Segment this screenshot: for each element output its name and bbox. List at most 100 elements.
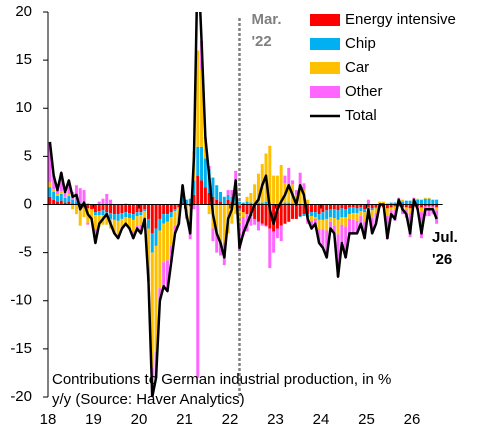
bar-segment <box>310 216 314 221</box>
bar-segment <box>112 204 116 215</box>
bar-segment <box>408 208 412 214</box>
bar-segment <box>184 199 188 205</box>
bar-segment <box>128 213 132 218</box>
bar-segment <box>67 193 71 196</box>
bar-segment <box>207 192 211 205</box>
bar-segment <box>162 214 166 224</box>
bar-segment <box>256 202 260 205</box>
x-tick-label: 22 <box>222 411 239 428</box>
bar-segment <box>112 214 116 220</box>
bar-segment <box>427 206 431 217</box>
legend-swatch <box>310 38 340 50</box>
bar-segment <box>120 218 124 229</box>
bar-segment <box>146 204 150 219</box>
bar-segment <box>302 204 306 215</box>
bar-segment <box>310 204 314 213</box>
bar-segment <box>249 192 253 203</box>
bar-segment <box>67 180 71 194</box>
bar-segment <box>55 195 59 202</box>
bar-segment <box>389 202 393 205</box>
bar-segment <box>366 204 370 208</box>
bar-segment <box>404 204 408 208</box>
bar-segment <box>332 225 336 234</box>
bar-segment <box>351 213 355 220</box>
bar-segment <box>105 217 109 225</box>
bar-segment <box>200 146 204 181</box>
bar-segment <box>416 198 420 200</box>
bar-segment <box>336 219 340 235</box>
bar-segment <box>120 204 124 214</box>
legend-label: Chip <box>345 35 376 52</box>
bar-segment <box>275 228 279 239</box>
bar-segment <box>355 204 359 209</box>
bar-segment <box>253 204 257 219</box>
bar-segment <box>423 204 427 207</box>
bar-segment <box>135 216 139 226</box>
bar-segment <box>321 204 325 213</box>
bar-segment <box>135 212 139 217</box>
bar-segment <box>253 184 257 204</box>
bar-segment <box>219 204 223 243</box>
bar-segment <box>188 204 192 207</box>
bar-segment <box>412 197 416 199</box>
bar-segment <box>366 199 370 205</box>
bar-segment <box>264 201 268 205</box>
bar-segment <box>389 204 393 208</box>
legend-label: Other <box>345 83 383 100</box>
bar-segment <box>181 202 185 205</box>
bar-segment <box>291 180 295 185</box>
bar-segment <box>139 215 143 225</box>
bar-segment <box>336 234 340 277</box>
bar-segment <box>78 206 82 226</box>
bar-segment <box>90 209 94 219</box>
bar-segment <box>260 204 264 224</box>
annotation: Mar. <box>251 11 281 28</box>
bar-segment <box>344 217 348 227</box>
bar-segment <box>283 175 287 184</box>
x-tick-label: 24 <box>313 411 330 428</box>
bar-segment <box>264 204 268 226</box>
bar-segment <box>275 204 279 229</box>
bar-segment <box>211 228 215 242</box>
bar-segment <box>344 226 348 258</box>
bar-segment <box>355 220 359 234</box>
bar-segment <box>241 212 245 218</box>
bar-segment <box>234 202 238 205</box>
bar-segment <box>416 199 420 205</box>
bar-segment <box>215 204 219 234</box>
bar-segment <box>165 204 169 215</box>
bar-segment <box>344 204 348 210</box>
bar-segment <box>203 187 207 205</box>
bar-segment <box>158 288 162 301</box>
bar-segment <box>325 230 329 258</box>
legend-label: Car <box>345 59 369 76</box>
bar-segment <box>374 204 378 208</box>
line-layer <box>48 12 438 397</box>
x-tick-label: 18 <box>40 411 57 428</box>
y-tick-label: 15 <box>15 51 32 68</box>
bar-segment <box>317 214 321 220</box>
bar-segment <box>211 177 215 197</box>
bar-segment <box>71 199 75 204</box>
bar-segment <box>427 197 431 199</box>
bar-segment <box>150 252 154 369</box>
bar-segment <box>200 180 204 205</box>
bar-segment <box>48 182 52 188</box>
y-tick-label: -10 <box>10 292 32 309</box>
bar-segment <box>419 207 423 213</box>
legend-label: Energy intensive <box>345 11 456 28</box>
bar-segment <box>332 204 336 210</box>
bar-segment <box>112 219 116 232</box>
bar-segment <box>385 204 389 209</box>
bar-segment <box>344 209 348 218</box>
bar-segment <box>173 211 177 226</box>
bar-segment <box>196 50 200 147</box>
bar-segment <box>143 211 147 219</box>
bar-segment <box>63 202 67 205</box>
bar-segment <box>226 199 230 205</box>
bar-segment <box>86 204 90 209</box>
bar-segment <box>419 204 423 208</box>
bar-segment <box>325 210 329 219</box>
bar-segment <box>310 212 314 217</box>
bar-segment <box>359 207 363 212</box>
